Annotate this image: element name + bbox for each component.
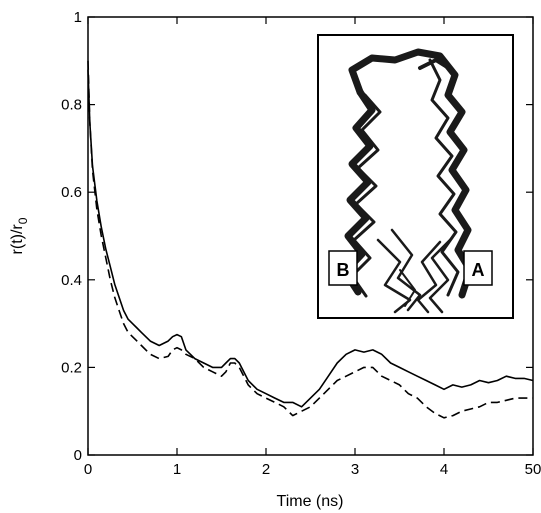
y-tick-label: 0 (74, 447, 82, 464)
series-group (87, 60, 534, 419)
y-tick-label: 0.6 (61, 184, 82, 201)
axis-tick-labels: 0 1 2 3 4 50 0 0.2 0.4 0.6 0.8 1 (61, 9, 541, 478)
inset-label-a: A (472, 260, 485, 280)
x-tick-label: 3 (351, 461, 359, 478)
protein-helix-bundle-icon (341, 48, 474, 314)
x-tick-label: 50 (525, 461, 541, 478)
plot-frame (87, 16, 534, 456)
y-tick-label: 0.8 (61, 97, 82, 114)
series-line-dashed (87, 60, 533, 419)
x-tick-label: 0 (84, 461, 92, 478)
y-tick-label: 1 (74, 9, 82, 26)
y-axis-label-subscript: 0 (16, 217, 30, 224)
series-line-solid (87, 69, 534, 408)
inset-structure: B A (317, 34, 514, 319)
inset-label-b-box (328, 250, 358, 286)
y-axis-label-main: r(t)/r (9, 224, 26, 255)
x-tick-label: 1 (173, 461, 181, 478)
y-tick-label: 0.4 (61, 272, 82, 289)
x-tick-label: 4 (440, 461, 448, 478)
axis-ticks (87, 16, 534, 456)
x-tick-label: 2 (262, 461, 270, 478)
inset-label-a-box (463, 250, 493, 286)
svg-text:r(t)/r0: r(t)/r0 (9, 217, 30, 254)
y-axis-label: r(t)/r0 (9, 217, 30, 254)
inset-label-b: B (337, 260, 350, 280)
y-tick-label: 0.2 (61, 359, 82, 376)
x-axis-label: Time (ns) (277, 493, 344, 510)
